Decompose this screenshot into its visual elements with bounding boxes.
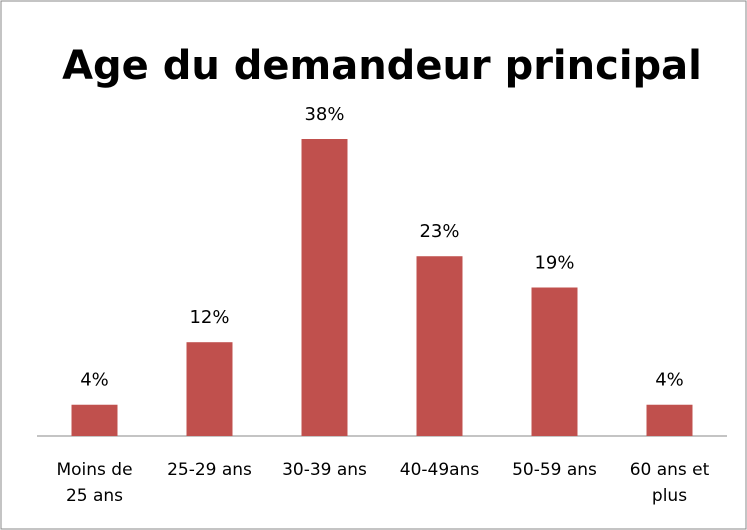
bar [646, 404, 693, 436]
data-label: 19% [534, 253, 574, 274]
bar [301, 139, 348, 436]
data-label: 23% [419, 221, 459, 242]
x-tick-label: Moins de 25 ans [56, 460, 133, 506]
x-tick-label: 50-59 ans [512, 460, 597, 480]
bar [531, 287, 578, 436]
data-label: 12% [189, 307, 229, 328]
x-tick-label: 30-39 ans [282, 460, 367, 480]
bar [71, 404, 118, 436]
data-label: 4% [80, 370, 109, 391]
chart-title: Age du demandeur principal [62, 43, 702, 89]
bar [186, 342, 233, 436]
x-tick-label: 40-49ans [399, 460, 480, 480]
data-label: 38% [304, 104, 344, 125]
bar [416, 256, 463, 436]
x-tick-label: 60 ans et plus [629, 460, 710, 506]
data-label: 4% [655, 370, 684, 391]
x-tick-label: 25-29 ans [167, 460, 252, 480]
